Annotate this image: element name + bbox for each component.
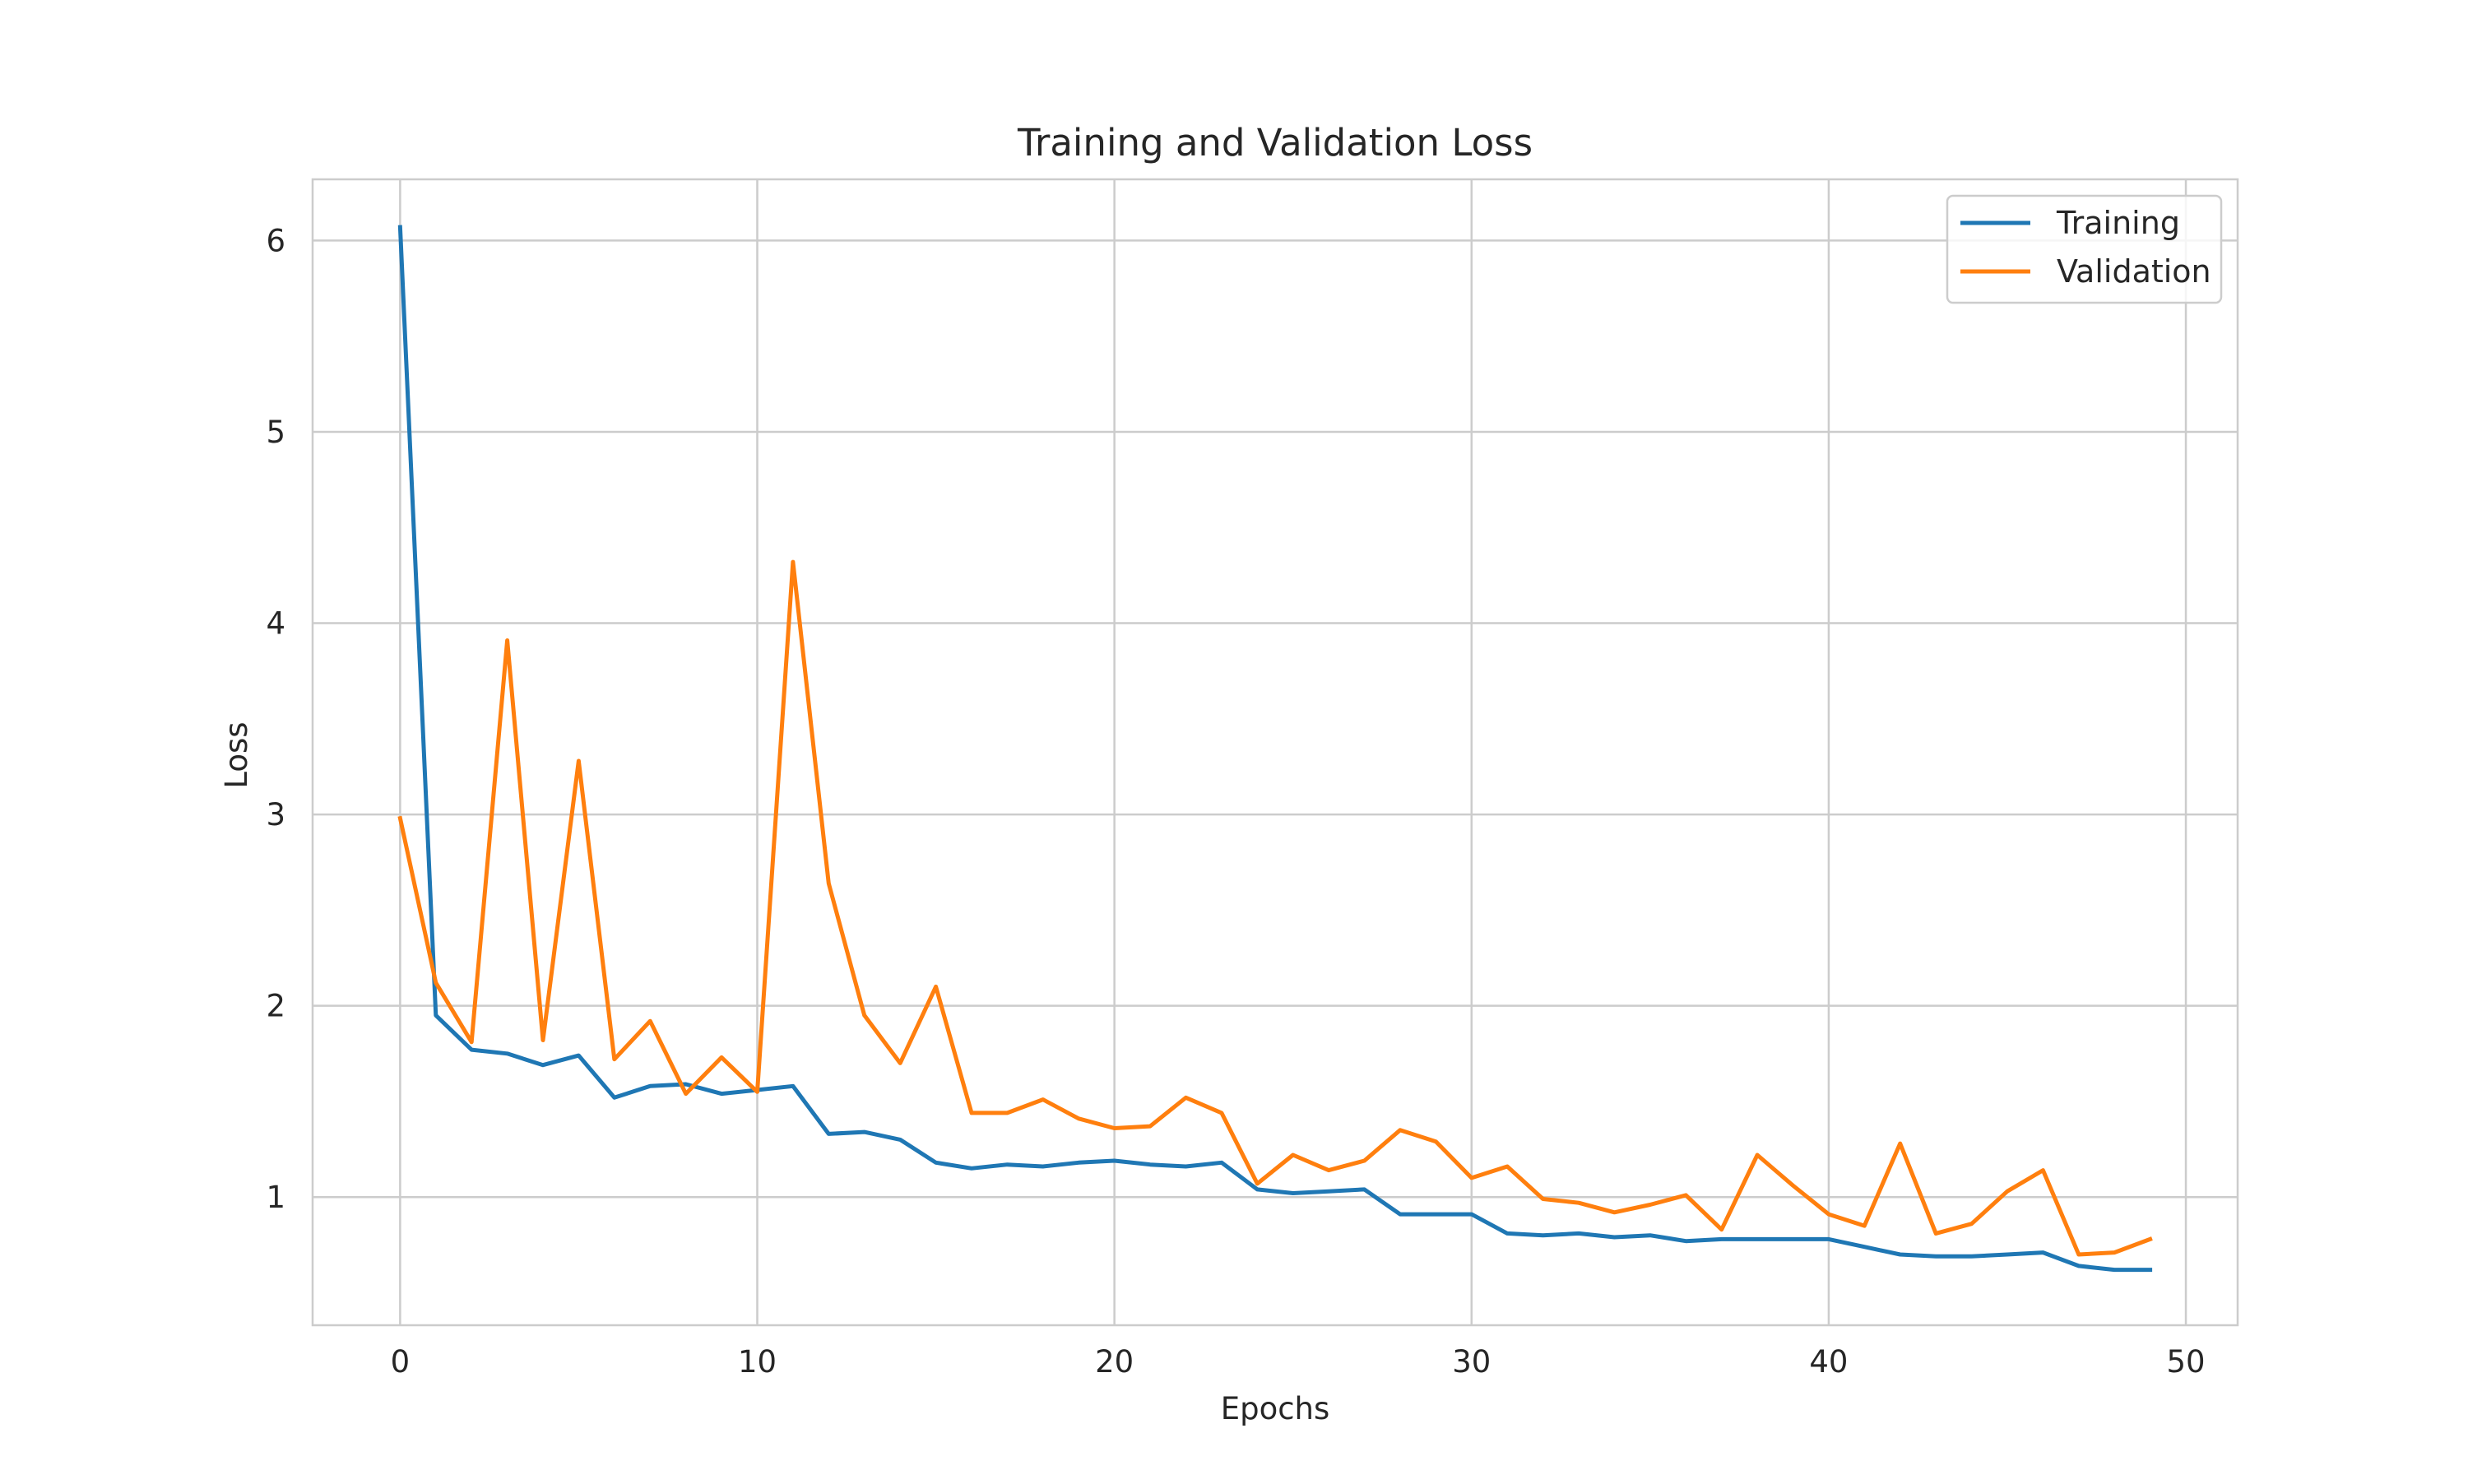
x-tick-label: 10 <box>738 1344 777 1380</box>
y-tick-label: 1 <box>266 1180 285 1215</box>
legend: Training Validation <box>1946 194 2223 304</box>
chart-title: Training and Validation Loss <box>1017 121 1533 165</box>
series-line-validation <box>397 559 2153 1257</box>
x-tick-label: 40 <box>1809 1344 1848 1380</box>
plot-frame <box>311 178 2239 1327</box>
x-tick-label: 50 <box>2167 1344 2206 1380</box>
x-tick-label: 30 <box>1452 1344 1491 1380</box>
y-tick-label: 3 <box>266 797 285 832</box>
y-tick-label: 4 <box>266 606 285 642</box>
x-tick-label: 20 <box>1095 1344 1134 1380</box>
series-line-training <box>397 225 2153 1273</box>
tick-labels: 0 10 20 30 40 50 1 2 3 4 5 6 <box>266 223 2205 1380</box>
y-tick-label: 2 <box>266 989 285 1024</box>
legend-label-training: Training <box>2056 205 2180 241</box>
legend-label-validation: Validation <box>2057 253 2211 290</box>
series-lines <box>397 225 2153 1273</box>
y-tick-label: 6 <box>266 223 285 258</box>
x-axis-label: Epochs <box>1221 1391 1330 1426</box>
y-tick-label: 5 <box>266 415 285 450</box>
grid-lines <box>313 179 2238 1325</box>
y-axis-label: Loss <box>219 721 254 788</box>
x-tick-label: 0 <box>391 1344 411 1380</box>
